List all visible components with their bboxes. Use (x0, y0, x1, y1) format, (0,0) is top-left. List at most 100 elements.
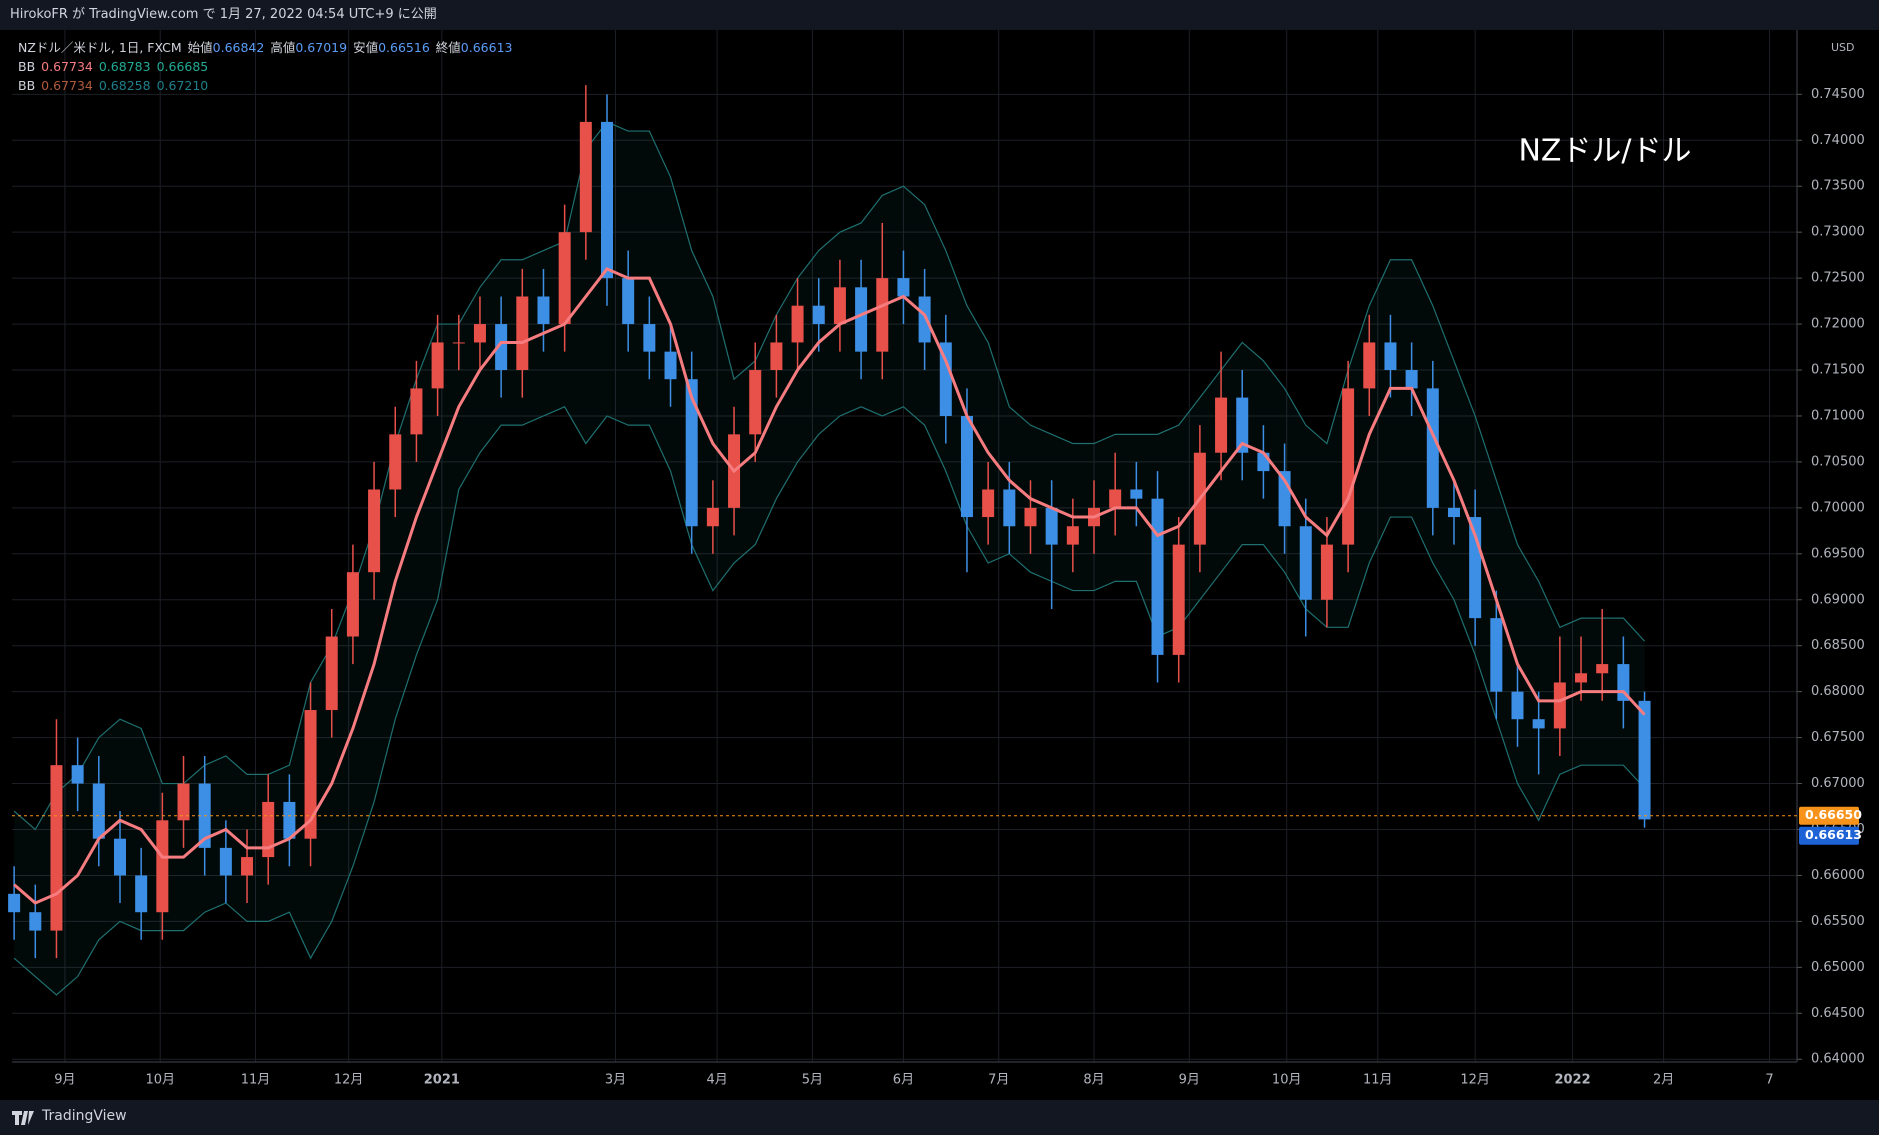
candle-body (1172, 544, 1185, 655)
y-tick-label: 0.71500 (1811, 363, 1865, 378)
plot-background (12, 30, 1797, 1062)
candle-body (1363, 342, 1376, 389)
candle-body (304, 710, 317, 839)
symbol: NZドル／米ドル, 1日, FXCM (18, 40, 182, 55)
candle-body (452, 342, 465, 344)
footer: TradingView (0, 1100, 1879, 1135)
indicator-row: BB 0.67734 0.68258 0.67210 (18, 76, 519, 95)
x-tick-label: 10月 (1272, 1073, 1302, 1088)
candle-body (685, 379, 698, 527)
y-tick-label: 0.69500 (1811, 546, 1865, 561)
x-tick-label: 2022 (1554, 1073, 1590, 1088)
candle-body (29, 912, 42, 931)
candle-body (1236, 397, 1249, 453)
indicator-line (13, 406, 1645, 996)
candle-body (664, 351, 677, 380)
x-tick-label: 12月 (1460, 1073, 1490, 1088)
y-tick-label: 0.74500 (1811, 87, 1865, 102)
y-tick-label: 0.70000 (1811, 500, 1865, 515)
candle-body (960, 415, 973, 518)
indicator-value: 0.68783 (98, 59, 151, 74)
candle-body (1447, 507, 1460, 518)
candle-body (495, 324, 508, 371)
x-tick-label: 2月 (1653, 1073, 1674, 1088)
price-tag (1799, 806, 1859, 825)
candle-body (1490, 618, 1503, 692)
x-tick-label: 6月 (893, 1073, 914, 1088)
x-tick-label: 7 (1765, 1073, 1773, 1088)
candle-body (283, 801, 296, 839)
candle-body (1109, 489, 1122, 508)
candle-body (177, 783, 190, 821)
y-tick-label: 0.72500 (1811, 271, 1865, 286)
candle-body (516, 296, 529, 371)
x-tick-label: 2021 (424, 1073, 460, 1088)
candle-body (770, 342, 783, 371)
y-tick-label: 0.69000 (1811, 592, 1865, 607)
candle-body (1575, 673, 1588, 683)
candle-body (1532, 719, 1545, 729)
candle-body (71, 765, 84, 784)
chart: 0.64000 0.64500 0.65000 0.65500 0.66000 0.665… (8, 30, 1865, 1088)
top-bar: HirokoFR が TradingView.com で 1月 27, 2022… (0, 0, 1879, 30)
candle-body (410, 388, 423, 435)
candle-body (1003, 489, 1016, 527)
y-tick-label: 0.73500 (1811, 179, 1865, 194)
logo (12, 1111, 34, 1125)
x-tick-label: 7月 (988, 1073, 1009, 1088)
candle-body (1426, 388, 1439, 508)
annotation: NZドル/ドル (1518, 134, 1691, 169)
indicator-value: 0.67734 (41, 78, 93, 93)
y-tick-label: 0.70500 (1811, 454, 1865, 469)
y-tick-label: 0.68000 (1811, 684, 1865, 699)
y-tick-label: 0.64500 (1811, 1006, 1865, 1021)
x-tick-label: 10月 (145, 1073, 175, 1088)
candle-body (1596, 664, 1609, 674)
candle-body (325, 636, 338, 711)
candle-body (1638, 700, 1651, 820)
candle-body (1342, 388, 1355, 545)
candle-body (876, 278, 889, 352)
candle-body (579, 121, 592, 233)
indicator-line (13, 121, 1645, 831)
indicator-value: 0.67734 (41, 59, 93, 74)
candle-body (601, 121, 613, 279)
candle-body (706, 507, 719, 527)
candle-body (1215, 397, 1228, 453)
x-tick-label: 11月 (1363, 1073, 1393, 1088)
candle-body (1320, 544, 1333, 600)
ohlc-label: 安値 (353, 40, 379, 55)
y-tick-label: 0.65500 (1811, 914, 1865, 929)
y-tick-label: 0.73000 (1811, 225, 1865, 240)
candle-body (1130, 489, 1143, 499)
candle-body (1045, 507, 1058, 545)
candle-body (156, 820, 169, 913)
indicator-line (13, 267, 1646, 905)
candle-body (368, 489, 381, 573)
candle-body (1405, 370, 1418, 389)
candle-body (431, 342, 444, 389)
candle-body (982, 489, 995, 518)
candle-body (643, 324, 656, 352)
brand: TradingView (42, 1108, 127, 1124)
candle-body (1151, 498, 1164, 655)
candle-body (833, 287, 846, 325)
x-tick-label: 4月 (706, 1073, 727, 1088)
candle-body (1024, 507, 1037, 527)
band-fill (14, 121, 1645, 995)
ohlc-value: 0.66842 (212, 40, 265, 55)
x-tick-label: 8月 (1083, 1073, 1104, 1088)
candle-body (1553, 682, 1566, 729)
ohlc-value: 0.67019 (295, 40, 348, 55)
ohlc-label: 高値 (270, 40, 296, 55)
price-tag-label: 0.66650 (1805, 807, 1862, 822)
indicator-value: 0.68258 (98, 78, 151, 93)
price-tag-label: 0.66613 (1805, 827, 1862, 842)
y-tick-label: 0.68500 (1811, 638, 1865, 653)
candle-body (50, 765, 63, 931)
y-tick-label: 0.65000 (1811, 960, 1865, 975)
candle-body (749, 370, 762, 435)
axis-unit: USD (1831, 41, 1855, 54)
symbol-row: NZドル／米ドル, 1日, FXCM 始値0.66842 高値0.67019 安値0.… (18, 38, 519, 57)
